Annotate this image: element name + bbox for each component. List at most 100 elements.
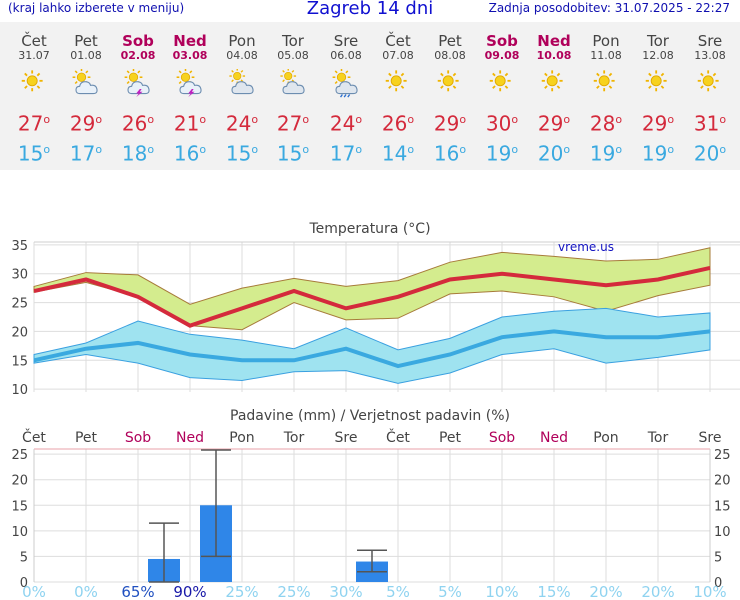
precipitation-x-tick-label: Ned — [540, 430, 568, 446]
last-updated: Zadnja posodobitev: 31.07.2025 - 22:27 — [488, 1, 730, 15]
min-temp: 16o — [164, 139, 216, 166]
min-temp-value: 16 — [433, 141, 460, 166]
min-temp-value: 17 — [69, 141, 96, 166]
precipitation-probability-label: 90% — [173, 583, 206, 600]
min-temp-line — [33, 329, 711, 369]
min-temp-value: 20 — [693, 141, 720, 166]
day-name: Ned — [173, 32, 207, 50]
precipitation-y-tick-label: 5 — [20, 550, 28, 565]
min-temp: 19o — [476, 139, 528, 164]
forecast-day: Ned 10.08 29o 20o — [528, 22, 580, 164]
day-name: Pon — [592, 32, 620, 50]
day-name: Pet — [74, 32, 98, 50]
min-temp: 17o — [60, 139, 112, 166]
forecast-day: Pon 04.08 24o 15o — [216, 22, 268, 164]
max-temp: 31o — [684, 109, 736, 135]
day-date: 04.08 — [226, 49, 258, 62]
temperature-y-tick-label: 30 — [11, 268, 28, 283]
degree-symbol: o — [251, 142, 259, 156]
degree-symbol: o — [407, 142, 415, 156]
degree-symbol: o — [43, 142, 51, 156]
day-name: Čet — [21, 32, 47, 50]
precipitation-y-tick-label: 10 — [11, 525, 28, 540]
precipitation-probability-label: 15% — [537, 583, 570, 600]
max-temp: 28o — [580, 109, 632, 135]
min-temp-value: 15 — [17, 141, 44, 166]
forecast-day: Pet 08.08 29o 16o — [424, 22, 476, 164]
min-temp-range-band — [33, 307, 711, 384]
forecast-day: Sob 02.08 26o 18o — [112, 22, 164, 164]
degree-symbol: o — [95, 113, 103, 126]
degree-symbol: o — [407, 113, 415, 126]
min-temp: 17o — [320, 139, 372, 164]
min-temp: 18o — [112, 139, 164, 166]
location-hint-link[interactable]: (kraj lahko izberete v meniju) — [8, 1, 185, 15]
degree-symbol: o — [615, 113, 623, 126]
max-temp: 29o — [60, 109, 112, 135]
max-temp-line — [33, 266, 711, 328]
min-temp-value: 20 — [537, 141, 564, 166]
temperature-y-tick-label: 10 — [11, 383, 28, 398]
precipitation-probability-label: 20% — [641, 583, 674, 600]
degree-symbol: o — [511, 113, 519, 126]
min-temp-value: 18 — [121, 141, 148, 166]
min-temp: 20o — [528, 139, 580, 166]
degree-symbol: o — [511, 142, 519, 156]
forecast-day: Sre 06.08 24o 17o — [320, 22, 372, 164]
min-temp-value: 16 — [173, 141, 200, 166]
max-temp: 21o — [164, 109, 216, 135]
min-temp: 14o — [372, 139, 424, 166]
max-temp-value: 29 — [537, 111, 564, 136]
min-temp: 15o — [8, 139, 60, 166]
max-temp-value: 26 — [121, 111, 148, 136]
max-temp: 29o — [632, 109, 684, 135]
day-date: 05.08 — [277, 49, 309, 62]
sun-icon — [541, 70, 563, 92]
precipitation-x-tick-label: Sre — [699, 430, 722, 446]
max-temp-value: 27 — [17, 111, 44, 136]
max-temp-value: 27 — [276, 111, 303, 136]
day-name: Sre — [697, 32, 723, 50]
min-temp: 19o — [632, 139, 684, 164]
forecast-day: Tor 12.08 29o 19o — [632, 22, 684, 164]
day-date: 01.08 — [70, 49, 102, 62]
min-temp-value: 14 — [381, 141, 408, 166]
sun-icon — [697, 70, 719, 92]
max-temp-range-band — [33, 247, 711, 331]
day-name: Tor — [647, 32, 669, 50]
min-temp: 16o — [424, 139, 476, 166]
max-temp: 24o — [216, 109, 268, 135]
precipitation-x-tick-label: Tor — [647, 430, 669, 446]
min-temp-value: 15 — [276, 141, 303, 166]
daily-forecast-strip: Čet 31.07 27o 15o Pet 01.08 29o 17o Sob 02.08 26o 1… — [0, 22, 740, 170]
precipitation-probability-label: 5% — [438, 583, 462, 600]
precipitation-probability-label: 65% — [121, 583, 154, 600]
forecast-day: Sre 13.08 31o 20o — [684, 22, 736, 164]
day-name: Sre — [333, 32, 359, 50]
max-temp: 26o — [372, 109, 424, 135]
day-date: 06.08 — [330, 49, 362, 62]
precipitation-probability-label: 5% — [386, 583, 410, 600]
degree-symbol: o — [355, 113, 363, 126]
precipitation-y-tick-label-right: 0 — [714, 576, 722, 591]
degree-symbol: o — [95, 142, 103, 156]
day-date: 09.08 — [484, 49, 520, 62]
day-date: 13.08 — [694, 49, 726, 62]
max-temp-value: 30 — [485, 111, 512, 136]
precipitation-y-tick-label: 15 — [11, 499, 28, 514]
precipitation-x-tick-label: Pet — [75, 430, 98, 446]
rain-shower-icon — [332, 69, 358, 98]
forecast-day: Sob 09.08 30o 19o — [476, 22, 528, 164]
max-temp: 29o — [528, 109, 580, 135]
thunderstorm-icon — [176, 69, 202, 98]
degree-symbol: o — [667, 113, 675, 126]
day-name: Sob — [122, 32, 154, 50]
sun-icon — [385, 70, 407, 92]
degree-symbol: o — [459, 142, 467, 156]
precipitation-probability-label: 20% — [589, 583, 622, 600]
degree-symbol: o — [615, 142, 623, 156]
precipitation-y-tick-label: 25 — [11, 448, 28, 463]
day-date: 02.08 — [120, 49, 156, 62]
degree-symbol: o — [251, 113, 259, 126]
